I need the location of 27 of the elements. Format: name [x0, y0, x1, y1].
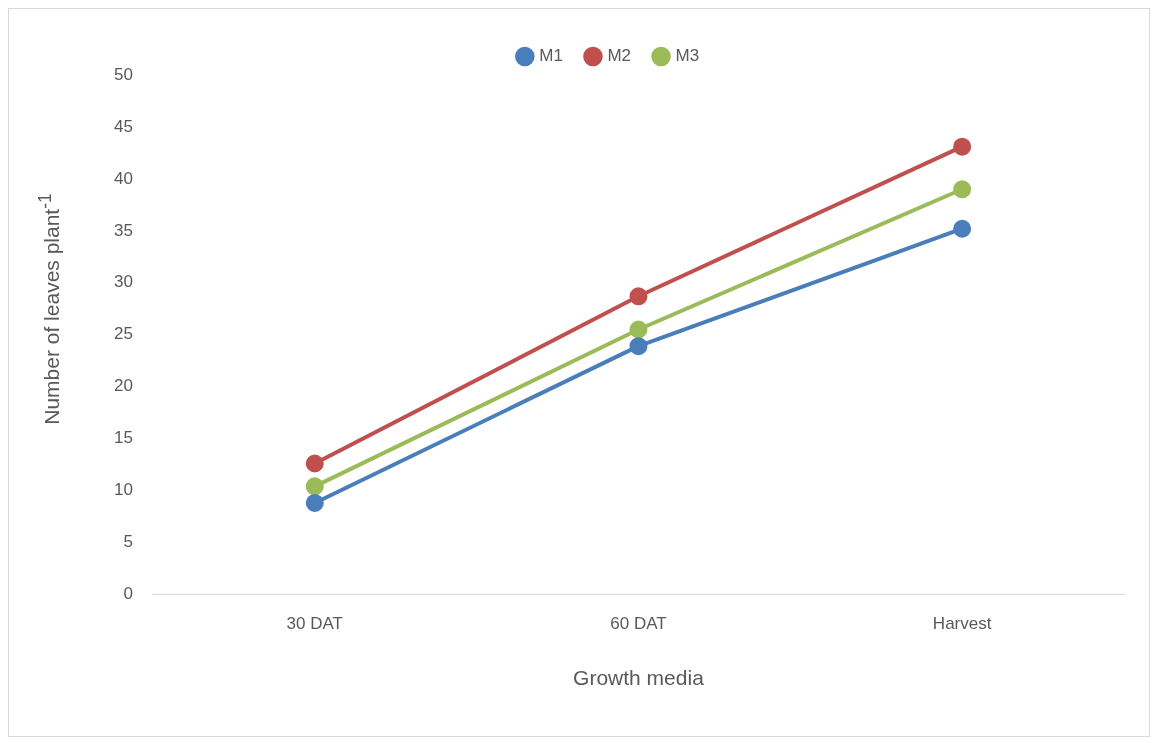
- legend-label: M3: [675, 46, 700, 66]
- y-tick-label: 50: [113, 64, 133, 84]
- legend-label: M1: [539, 46, 563, 66]
- x-tick-label: 60 DAT: [610, 614, 667, 634]
- y-tick-label: 5: [123, 532, 133, 552]
- x-axis-title: Growth media: [573, 666, 705, 690]
- point: [305, 477, 324, 496]
- point: [953, 180, 972, 199]
- y-tick-label: 20: [113, 376, 133, 396]
- y-tick-label: 25: [113, 324, 133, 344]
- x-tick-label: 30 DAT: [286, 614, 343, 634]
- point: [629, 287, 648, 306]
- point: [953, 219, 972, 238]
- y-tick-label: 10: [113, 480, 133, 500]
- point: [305, 454, 324, 473]
- y-tick-label: 15: [113, 428, 133, 448]
- y-tick-label: 30: [113, 272, 133, 292]
- y-tick-label: 40: [113, 168, 133, 188]
- point: [305, 493, 324, 512]
- y-tick-label: 0: [123, 584, 133, 604]
- point: [953, 137, 972, 156]
- y-tick-label: 45: [113, 116, 133, 136]
- legend-label: M2: [607, 46, 632, 66]
- x-tick-label: Harvest: [932, 614, 992, 634]
- point: [629, 320, 648, 339]
- point: [629, 337, 648, 356]
- y-tick-label: 35: [113, 220, 133, 240]
